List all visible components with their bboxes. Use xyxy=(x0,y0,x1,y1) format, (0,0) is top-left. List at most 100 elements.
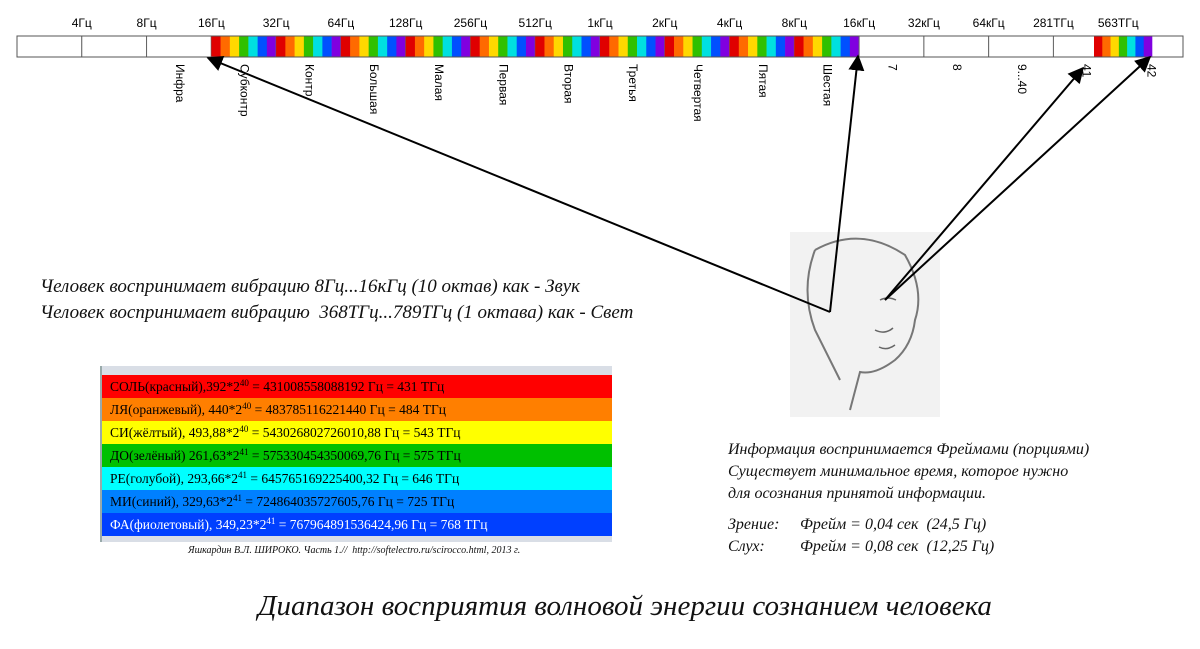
row-suffix: = 645765169225400,32 Гц = 646 ТГц xyxy=(247,471,460,486)
frequency-label: 128Гц xyxy=(389,16,423,30)
row-prefix: РЕ(голубой), 293,66*2 xyxy=(110,471,239,486)
spectrum-stripe xyxy=(405,36,416,57)
spectrum-stripe xyxy=(331,36,342,57)
spectrum-stripe xyxy=(470,36,480,57)
spectrum-stripe xyxy=(525,36,536,57)
info-line: Существует минимальное время, которое ну… xyxy=(728,463,1069,480)
spectrum-stripe xyxy=(1094,36,1103,57)
row-suffix: = 767964891536424,96 Гц = 768 ТГц xyxy=(275,517,488,532)
statement: Человек воспринимает вибрацию 8Гц...16кГ… xyxy=(40,276,581,297)
arrow xyxy=(884,66,1085,301)
spectrum-stripe xyxy=(285,36,295,57)
spectrum-stripe xyxy=(368,36,379,57)
spectrum-stripe xyxy=(479,36,490,57)
row-suffix: = 724864035727605,76 Гц = 725 ТГц xyxy=(242,494,455,509)
octave-cell xyxy=(81,35,148,58)
spectrum-stripe xyxy=(683,36,693,57)
spectrum-stripe xyxy=(785,36,795,57)
row-prefix: ДО(зелёный) 261,63*2 xyxy=(110,448,240,463)
octave-cell xyxy=(923,35,990,58)
spectrum-stripe xyxy=(248,36,258,57)
spectrum-stripe xyxy=(757,36,767,57)
spectrum-stripe xyxy=(664,36,675,57)
spectrum-stripe xyxy=(822,36,832,57)
row-prefix: МИ(синий), 329,63*2 xyxy=(110,494,234,509)
spectrum-stripe xyxy=(396,36,406,57)
spectrum-stripe xyxy=(350,36,360,57)
spectrum-stripe xyxy=(377,36,388,57)
frequency-label: 512Гц xyxy=(519,16,553,30)
info-line: для осознания принятой информации. xyxy=(728,485,986,502)
spectrum-stripe xyxy=(451,36,462,57)
spectrum-stripe xyxy=(359,36,369,57)
color-table: СОЛЬ(красный),392*240 = 431008558088192 … xyxy=(100,366,612,542)
frame-text: Фрейм = 0,04 сек (24,5 Гц) xyxy=(800,516,987,533)
statement: Человек воспринимает вибрацию 368ТГц...7… xyxy=(40,302,634,323)
table-row: СИ(жёлтый), 493,88*240 = 543026802726010… xyxy=(102,421,612,444)
spectrum-stripe xyxy=(701,36,712,57)
spectrum-stripe xyxy=(322,36,332,57)
spectrum-stripe xyxy=(600,36,610,57)
spectrum-stripe xyxy=(433,36,443,57)
bar-outline xyxy=(16,35,1184,58)
row-prefix: СИ(жёлтый), 493,88*2 xyxy=(110,425,240,440)
spectrum-stripe xyxy=(414,36,425,57)
spectrum-stripe xyxy=(803,36,814,57)
spectrum-stripe xyxy=(1110,36,1120,57)
spectrum-stripe xyxy=(294,36,305,57)
row-prefix: ЛЯ(оранжевый), 440*2 xyxy=(110,402,243,417)
spectrum-stripe xyxy=(840,36,851,57)
octave-label: 9...40 xyxy=(1015,64,1029,94)
row-suffix: = 431008558088192 Гц = 431 ТГц xyxy=(248,379,445,394)
spectrum-stripe xyxy=(748,36,758,57)
spectrum-stripe xyxy=(1102,36,1111,57)
spectrum-stripe xyxy=(738,36,749,57)
octave-label: Пятая xyxy=(756,64,770,98)
table-row: МИ(синий), 329,63*241 = 724864035727605,… xyxy=(102,490,612,513)
spectrum-stripe xyxy=(618,36,629,57)
frequency-label: 32Гц xyxy=(263,16,290,30)
row-exponent: 41 xyxy=(238,470,248,480)
table-row: ЛЯ(оранжевый), 440*240 = 483785116221440… xyxy=(102,398,612,421)
spectrum-stripe xyxy=(442,36,453,57)
octave-label: Третья xyxy=(626,64,640,102)
table-row: РЕ(голубой), 293,66*241 = 64576516922540… xyxy=(102,467,612,490)
spectrum-stripe xyxy=(655,36,666,57)
spectrum-stripe xyxy=(711,36,721,57)
arrow xyxy=(206,56,831,313)
row-prefix: ФА(фиолетовый), 349,23*2 xyxy=(110,517,267,532)
arrows xyxy=(206,54,1152,313)
spectrum-stripe xyxy=(646,36,656,57)
table-row: ФА(фиолетовый), 349,23*241 = 76796489153… xyxy=(102,513,612,536)
frame-label: Зрение: xyxy=(728,516,780,533)
frequency-bar xyxy=(16,35,1184,58)
octave-label: Инфра xyxy=(173,64,187,103)
spectrum-stripe xyxy=(229,36,240,57)
spectrum-stripe xyxy=(849,36,860,57)
spectrum-stripe xyxy=(692,36,703,57)
spectrum-stripe xyxy=(1135,36,1145,57)
octave-label: Четвертая xyxy=(691,64,705,122)
spectrum-stripe xyxy=(303,36,314,57)
spectrum-stripe xyxy=(553,36,564,57)
octave-label: 42 xyxy=(1144,64,1158,78)
row-exponent: 41 xyxy=(233,493,243,503)
labels: 4Гц 8Гц 16Гц 32Гц 64Гц 128Гц 256Гц 512Гц 1кГц 2кГ… xyxy=(72,16,1159,122)
row-exponent: 41 xyxy=(266,516,276,526)
spectrum-stripe xyxy=(239,36,249,57)
octave-label: Малая xyxy=(432,64,446,101)
frequency-label: 1кГц xyxy=(587,16,612,30)
spectrum-stripe xyxy=(831,36,841,57)
frequency-label: 32кГц xyxy=(908,16,940,30)
frame-text: Фрейм = 0,08 сек (12,25 Гц) xyxy=(800,538,995,555)
spectrum-stripe xyxy=(507,36,518,57)
spectrum-stripe xyxy=(766,36,777,57)
frequency-label: 256Гц xyxy=(454,16,488,30)
spectrum-stripe xyxy=(812,36,823,57)
octave-cell xyxy=(988,35,1054,58)
spectrum-stripe xyxy=(535,36,545,57)
spectrum-stripe xyxy=(424,36,434,57)
spectrum-stripe xyxy=(387,36,397,57)
octave-cell xyxy=(146,35,212,58)
